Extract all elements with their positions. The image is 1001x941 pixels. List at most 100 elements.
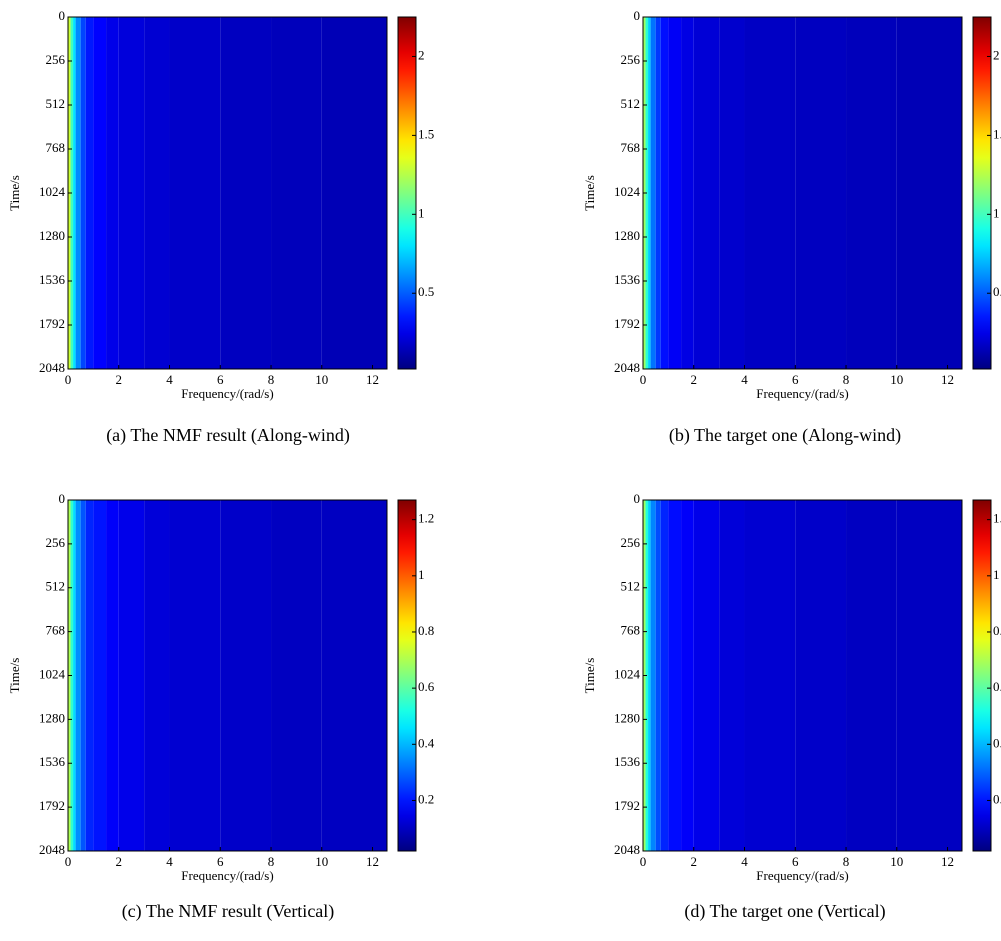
y-tick-label: 512 [621,579,641,594]
heat-cell [681,17,694,369]
colorbar-tick-label: 0.4 [993,735,1001,750]
y-tick-label: 256 [621,52,641,67]
x-tick-label: 0 [65,854,72,869]
heat-cell [744,500,796,851]
x-tick-label: 8 [268,372,275,387]
heat-cell [93,17,107,369]
x-axis-label: Frequency/(rad/s) [756,868,848,883]
y-tick-label: 0 [634,491,641,506]
colorbar-tick-label: 0.6 [993,679,1001,694]
y-tick-label: 1792 [614,316,640,331]
heat-cell [144,17,170,369]
y-axis-label: Time/s [582,658,597,694]
heat-cell [846,500,897,851]
caption: (b) The target one (Along-wind) [669,425,901,446]
heat-cell [896,500,962,851]
heat-cell [80,500,86,851]
y-tick-label: 1792 [39,316,65,331]
heat-cell [321,17,387,369]
colorbar [397,16,417,370]
heat-cell [321,500,387,851]
x-tick-label: 4 [166,372,173,387]
x-axis-label: Frequency/(rad/s) [181,868,273,883]
caption: (d) The target one (Vertical) [684,901,885,922]
x-tick-label: 12 [366,854,379,869]
heat-cell [693,17,720,369]
colorbar-tick-label: 1.5 [993,126,1001,141]
colorbar [972,16,992,370]
y-tick-label: 256 [621,535,641,550]
x-axis-label: Frequency/(rad/s) [756,386,848,401]
x-tick-label: 10 [315,854,328,869]
x-tick-label: 10 [890,372,903,387]
heat-cell [896,17,962,369]
colorbar-tick-label: 0.6 [418,679,435,694]
heat-cell [118,500,145,851]
x-tick-label: 0 [640,372,647,387]
y-tick-label: 1024 [614,666,641,681]
y-tick-label: 2048 [39,360,65,375]
y-tick-label: 1536 [39,754,66,769]
heat-cell [719,17,745,369]
heat-cell [106,17,119,369]
x-tick-label: 8 [268,854,275,869]
x-tick-label: 6 [217,854,224,869]
x-tick-label: 2 [691,854,698,869]
y-tick-label: 256 [46,52,66,67]
heat-cell [169,500,221,851]
heat-cell [271,17,322,369]
heat-cell [220,17,272,369]
colorbar-tick-label: 1.5 [418,126,434,141]
y-tick-label: 1024 [39,666,66,681]
colorbar-tick-label: 1 [418,205,425,220]
y-axis-label: Time/s [7,175,22,211]
y-tick-label: 1792 [39,798,65,813]
heat-cell [681,500,694,851]
x-tick-label: 2 [116,854,123,869]
heat-cell [271,500,322,851]
colorbar-tick-label: 1 [993,205,1000,220]
heat-cell [144,500,170,851]
heat-cell [75,500,81,851]
y-tick-label: 1792 [614,798,640,813]
heat-cell [80,17,86,369]
colorbar-tick-label: 1 [418,567,425,582]
y-tick-label: 1024 [614,184,641,199]
heat-cell [169,17,221,369]
y-tick-label: 1024 [39,184,66,199]
heat-cell [93,500,107,851]
y-tick-label: 2048 [614,360,640,375]
caption: (a) The NMF result (Along-wind) [106,425,350,446]
colorbar-tick-label: 0.8 [993,623,1001,638]
heat-cell [106,500,119,851]
y-tick-label: 2048 [614,842,640,857]
colorbar-tick-label: 0.2 [993,791,1001,806]
x-tick-label: 4 [166,854,173,869]
x-tick-label: 10 [890,854,903,869]
y-axis-label: Time/s [7,658,22,694]
x-tick-label: 6 [217,372,224,387]
x-tick-label: 6 [792,854,799,869]
x-tick-label: 0 [65,372,72,387]
x-axis-label: Frequency/(rad/s) [181,386,273,401]
y-tick-label: 1536 [614,272,641,287]
colorbar-tick-label: 1 [993,567,1000,582]
heat-cell [73,500,76,851]
y-tick-label: 512 [46,96,66,111]
heat-cell [660,500,669,851]
y-tick-label: 768 [621,623,641,638]
colorbar-tick-label: 0.5 [993,284,1001,299]
y-tick-label: 0 [634,8,641,23]
heat-cell [75,17,81,369]
heat-cell [846,17,897,369]
heat-cell [650,17,656,369]
colorbar [972,499,992,852]
colorbar-tick-label: 1.2 [418,511,434,526]
x-tick-label: 8 [843,854,850,869]
heat-cell [648,17,651,369]
y-axis-label: Time/s [582,175,597,211]
y-tick-label: 256 [46,535,66,550]
y-tick-label: 0 [59,491,66,506]
